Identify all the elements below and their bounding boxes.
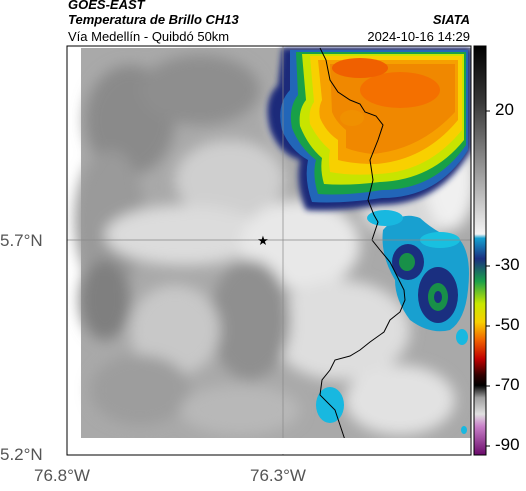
agency-label: SIATA xyxy=(432,12,470,27)
lon-label-76-3: 76.3°W xyxy=(250,466,306,485)
colorbar-label-m30: -30 xyxy=(495,255,520,274)
lon-label-76-8: 76.8°W xyxy=(34,466,90,485)
convective-cell-north xyxy=(267,48,471,211)
colorbar-label-m70: -70 xyxy=(495,375,520,394)
colorbar-label-m50: -50 xyxy=(495,315,520,334)
satellite-title: GOES-EAST xyxy=(68,0,145,12)
timestamp: 2024-10-16 14:29 xyxy=(367,29,470,44)
colorbar-label-20: 20 xyxy=(495,100,514,119)
lat-label-5-2: 5.2°N xyxy=(0,445,43,464)
colorbar xyxy=(473,45,487,456)
border-line xyxy=(319,47,406,441)
star-marker: ★ xyxy=(257,234,269,249)
product-title: Temperatura de Brillo CH13 xyxy=(68,12,239,27)
lat-label-5-7: 5.7°N xyxy=(0,231,43,250)
colorbar-label-m90: -90 xyxy=(495,435,520,454)
route-subtitle: Vía Medellín - Quibdó 50km xyxy=(68,29,230,44)
